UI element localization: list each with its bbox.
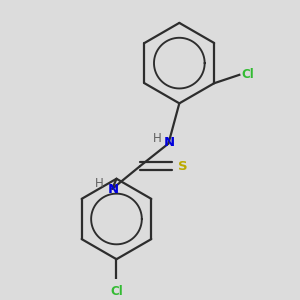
Text: N: N <box>164 136 175 149</box>
Text: H: H <box>153 132 162 145</box>
Text: N: N <box>108 183 119 196</box>
Text: H: H <box>95 177 104 190</box>
Text: S: S <box>178 160 188 173</box>
Text: Cl: Cl <box>110 285 123 298</box>
Text: Cl: Cl <box>242 68 255 80</box>
